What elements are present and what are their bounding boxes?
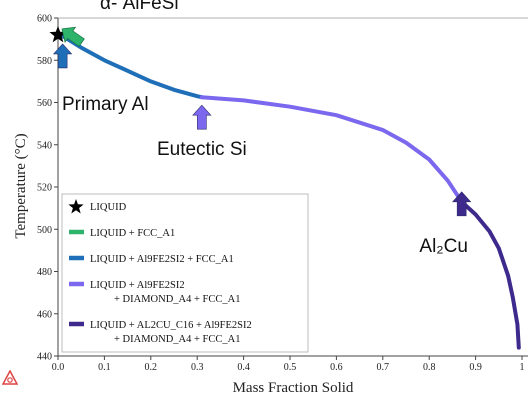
y-axis-label: Temperature (°C): [13, 133, 29, 238]
y-tick-label: 500: [37, 225, 52, 236]
annotation-label-3: Al₂Cu: [419, 236, 468, 257]
legend-label-0-0: LIQUID: [90, 202, 127, 213]
x-tick-label: 0.7: [377, 362, 390, 373]
legend-label-4-0: LIQUID + AL2CU_C16 + Al9FE2SI2: [90, 320, 252, 331]
annotation-layer: α- AlFeSi Primary Al Eutectic Si Al₂Cu: [52, 0, 472, 257]
x-tick-label: 0.6: [330, 362, 343, 373]
x-axis-label: Mass Fraction Solid: [233, 380, 354, 395]
annotation-label-0: α- AlFeSi: [100, 0, 179, 14]
legend-label-3-0: LIQUID + Al9FE2SI2: [90, 280, 185, 291]
x-tick-label: 0.3: [191, 362, 204, 373]
annotation-label-2: Eutectic Si: [157, 139, 247, 160]
y-tick-label: 560: [37, 98, 52, 109]
y-tick-label: 540: [37, 140, 52, 151]
legend-entries: LIQUID LIQUID + FCC_A1 LIQUID + Al9FE2SI2 …: [68, 199, 252, 345]
x-tick-label: 0.5: [284, 362, 297, 373]
series-line-2: [60, 34, 204, 100]
y-ticks: 440 460 480 500 520 540 560 580 600: [37, 14, 58, 363]
legend-label-1-0: LIQUID + FCC_A1: [90, 228, 175, 239]
x-tick-label: 0.1: [98, 362, 111, 373]
series-line-3: [199, 95, 464, 204]
y-tick-label: 480: [37, 267, 52, 278]
y-tick-label: 580: [37, 56, 52, 67]
x-tick-label: 0.8: [423, 362, 436, 373]
annotation-label-1: Primary Al: [62, 94, 149, 115]
alfesi-arrow-icon: [61, 26, 85, 47]
legend-box: [61, 193, 309, 353]
corner-logo-icon: [2, 370, 18, 385]
y-tick-label: 460: [37, 309, 52, 320]
y-tick-label: 600: [37, 14, 52, 25]
legend-label-2-0: LIQUID + Al9FE2SI2 + FCC_A1: [90, 254, 234, 265]
legend: LIQUID LIQUID + FCC_A1 LIQUID + Al9FE2SI2 …: [61, 193, 309, 353]
x-tick-label: 1: [520, 362, 525, 373]
legend-label-4-1: + DIAMOND_A4 + FCC_A1: [114, 334, 240, 345]
series-layer: [56, 32, 521, 350]
x-ticks: 0.0 0.1 0.2 0.3 0.4 0.5 0.6 0.7 0.8 0.9 1: [52, 356, 525, 373]
x-tick-label: 0.2: [145, 362, 158, 373]
annotation-arrow-2: [192, 104, 212, 130]
liquid-start-marker: [49, 25, 67, 43]
y-tick-label: 520: [37, 183, 52, 194]
y-tick-label: 440: [37, 352, 52, 363]
markers-layer: [49, 25, 67, 43]
legend-star-icon: [68, 199, 84, 214]
series-line-4: [459, 199, 521, 350]
annotation-arrow-3: [452, 191, 472, 217]
annotation-arrow-1: [52, 43, 73, 69]
x-tick-label: 0.9: [469, 362, 482, 373]
x-tick-label: 0.4: [237, 362, 250, 373]
legend-label-3-1: + DIAMOND_A4 + FCC_A1: [114, 294, 240, 305]
annotation-arrow-0: [61, 26, 85, 47]
x-tick-label: 0.0: [52, 362, 65, 373]
